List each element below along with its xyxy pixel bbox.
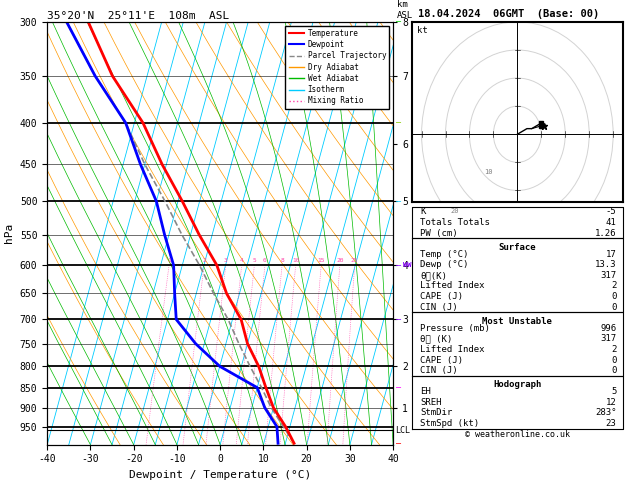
Text: Surface: Surface: [499, 243, 536, 252]
Text: 15: 15: [318, 258, 325, 263]
Text: 317: 317: [600, 271, 616, 280]
Text: —: —: [396, 383, 401, 392]
Text: —: —: [396, 17, 401, 26]
Text: PW (cm): PW (cm): [420, 228, 458, 238]
Text: 2: 2: [611, 281, 616, 291]
Text: 5: 5: [252, 258, 256, 263]
Text: 35°20'N  25°11'E  108m  ASL: 35°20'N 25°11'E 108m ASL: [47, 11, 230, 21]
Text: 317: 317: [600, 334, 616, 343]
Legend: Temperature, Dewpoint, Parcel Trajectory, Dry Adiabat, Wet Adiabat, Isotherm, Mi: Temperature, Dewpoint, Parcel Trajectory…: [286, 26, 389, 108]
Text: Dewp (°C): Dewp (°C): [420, 260, 469, 269]
Text: 3: 3: [224, 258, 228, 263]
Text: Pressure (mb): Pressure (mb): [420, 324, 490, 333]
Text: Temp (°C): Temp (°C): [420, 250, 469, 259]
Text: 0: 0: [611, 356, 616, 364]
Text: 0: 0: [611, 303, 616, 312]
Text: —: —: [396, 439, 401, 448]
Text: θᴇ (K): θᴇ (K): [420, 334, 453, 343]
Text: Hodograph: Hodograph: [493, 380, 542, 389]
Text: 2: 2: [202, 258, 206, 263]
Text: 23: 23: [606, 419, 616, 428]
Text: LCL: LCL: [395, 426, 410, 435]
Text: 8: 8: [280, 258, 284, 263]
Text: -5: -5: [606, 208, 616, 216]
Text: CAPE (J): CAPE (J): [420, 356, 464, 364]
Text: 283°: 283°: [595, 408, 616, 417]
Text: —: —: [396, 197, 401, 206]
Text: kt: kt: [417, 26, 428, 35]
Text: 2: 2: [611, 345, 616, 354]
Text: Totals Totals: Totals Totals: [420, 218, 490, 227]
Text: 18.04.2024  06GMT  (Base: 00): 18.04.2024 06GMT (Base: 00): [418, 9, 599, 19]
Text: 1: 1: [167, 258, 171, 263]
X-axis label: Dewpoint / Temperature (°C): Dewpoint / Temperature (°C): [129, 470, 311, 480]
Text: 996: 996: [600, 324, 616, 333]
Text: 25: 25: [351, 258, 359, 263]
Text: CIN (J): CIN (J): [420, 303, 458, 312]
Y-axis label: hPa: hPa: [4, 223, 14, 243]
Text: 6: 6: [263, 258, 267, 263]
Text: 4: 4: [240, 258, 243, 263]
Text: θᴇ(K): θᴇ(K): [420, 271, 447, 280]
Text: K: K: [420, 208, 426, 216]
Text: StmDir: StmDir: [420, 408, 453, 417]
Text: 12: 12: [606, 398, 616, 407]
Text: 0: 0: [611, 366, 616, 375]
Text: 20: 20: [450, 208, 459, 214]
Text: Lifted Index: Lifted Index: [420, 281, 485, 291]
Text: CAPE (J): CAPE (J): [420, 292, 464, 301]
Text: EH: EH: [420, 387, 431, 396]
Text: km
ASL: km ASL: [397, 0, 413, 20]
Text: 41: 41: [606, 218, 616, 227]
Text: CIN (J): CIN (J): [420, 366, 458, 375]
Text: 17: 17: [606, 250, 616, 259]
Text: Most Unstable: Most Unstable: [482, 317, 552, 326]
Text: 5: 5: [611, 387, 616, 396]
Text: 0: 0: [611, 292, 616, 301]
Text: —: —: [396, 315, 401, 324]
Text: 10: 10: [292, 258, 299, 263]
Text: WW: WW: [403, 262, 411, 268]
Text: 20: 20: [336, 258, 343, 263]
Text: StmSpd (kt): StmSpd (kt): [420, 419, 479, 428]
Text: 13.3: 13.3: [595, 260, 616, 269]
Text: 1.26: 1.26: [595, 228, 616, 238]
Text: Lifted Index: Lifted Index: [420, 345, 485, 354]
Text: 10: 10: [484, 169, 493, 174]
Text: SREH: SREH: [420, 398, 442, 407]
Text: —: —: [396, 119, 401, 127]
Text: —: —: [396, 261, 401, 270]
Text: © weatheronline.co.uk: © weatheronline.co.uk: [465, 430, 570, 438]
